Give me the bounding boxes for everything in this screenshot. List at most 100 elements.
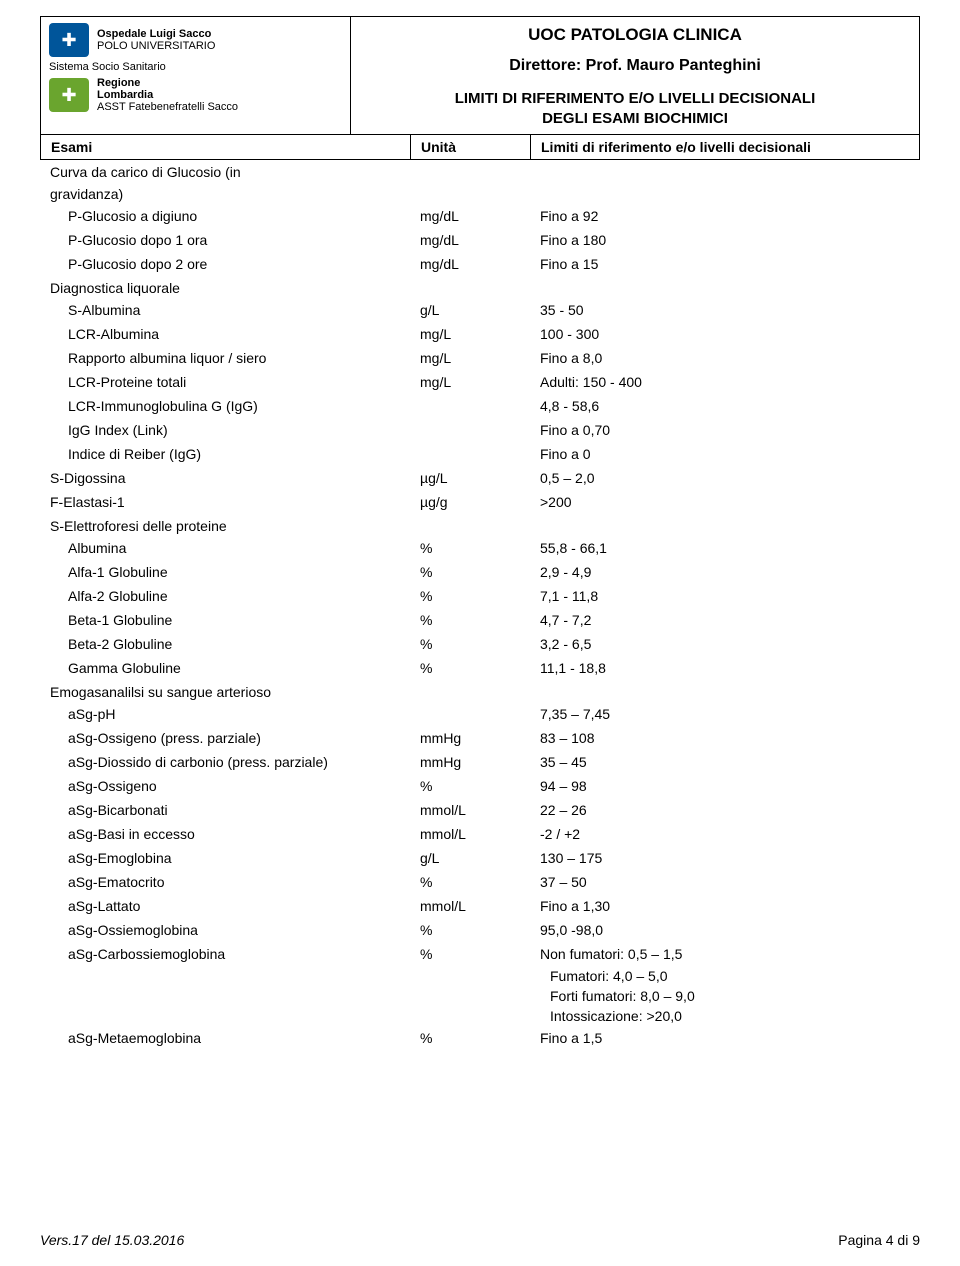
subtitle-line2: DEGLI ESAMI BIOCHIMICI (361, 109, 909, 129)
hospital-logo-row: ✚ Ospedale Luigi Sacco POLO UNIVERSITARI… (49, 23, 342, 57)
table-row: aSg-Ossiemoglobina%95,0 -98,0 (40, 918, 920, 942)
exam-name: aSg-pH (40, 704, 410, 724)
exam-unit: mg/dL (410, 230, 530, 250)
subtitle-line1: LIMITI DI RIFERIMENTO E/O LIVELLI DECISI… (361, 89, 909, 109)
exam-range: 22 – 26 (530, 800, 920, 820)
exam-range: 4,7 - 7,2 (530, 610, 920, 630)
table-row: aSg-Basi in eccessommol/L-2 / +2 (40, 822, 920, 846)
exam-name: Albumina (40, 538, 410, 558)
table-row: aSg-Emoglobinag/L130 – 175 (40, 846, 920, 870)
table-row: Alfa-1 Globuline%2,9 - 4,9 (40, 560, 920, 584)
exam-range: -2 / +2 (530, 824, 920, 844)
table-row: Beta-2 Globuline%3,2 - 6,5 (40, 632, 920, 656)
table-row: Beta-1 Globuline%4,7 - 7,2 (40, 608, 920, 632)
exam-unit: % (410, 872, 530, 892)
exam-range: Fino a 92 (530, 206, 920, 226)
exam-unit: % (410, 634, 530, 654)
exam-name: LCR-Proteine totali (40, 372, 410, 392)
exam-unit: mg/L (410, 324, 530, 344)
table-row: Albumina%55,8 - 66,1 (40, 536, 920, 560)
region-line2: Lombardia (97, 89, 238, 101)
exam-unit: mmol/L (410, 800, 530, 820)
exam-unit: g/L (410, 848, 530, 868)
column-header-row: Esami Unità Limiti di riferimento e/o li… (40, 135, 920, 160)
table-row: aSg-Metaemoglobina%Fino a 1,5 (40, 1026, 920, 1050)
table-row: aSg-pH7,35 – 7,45 (40, 702, 920, 726)
exam-name: Alfa-1 Globuline (40, 562, 410, 582)
exam-range: 35 - 50 (530, 300, 920, 320)
section-row: Diagnostica liquorale (40, 276, 920, 298)
region-text: Regione Lombardia ASST Fatebenefratelli … (97, 77, 238, 113)
exam-name: Indice di Reiber (IgG) (40, 444, 410, 464)
exam-unit: % (410, 538, 530, 558)
exam-unit: % (410, 658, 530, 678)
col-header-unita: Unità (411, 135, 531, 159)
table-row: LCR-Albuminamg/L100 - 300 (40, 322, 920, 346)
hospital-name: Ospedale Luigi Sacco (97, 28, 215, 40)
table-row: aSg-Ossigeno (press. parziale)mmHg83 – 1… (40, 726, 920, 750)
extra-value-line: Forti fumatori: 8,0 – 9,0 (40, 986, 920, 1006)
table-row: Alfa-2 Globuline%7,1 - 11,8 (40, 584, 920, 608)
header-right: UOC PATOLOGIA CLINICA Direttore: Prof. M… (351, 17, 919, 134)
region-line1: Regione (97, 77, 238, 89)
exam-range: Fino a 15 (530, 254, 920, 274)
exam-range: Fino a 1,30 (530, 896, 920, 916)
exam-name: aSg-Diossido di carbonio (press. parzial… (40, 752, 410, 772)
table-row: LCR-Immunoglobulina G (IgG)4,8 - 58,6 (40, 394, 920, 418)
exam-range: Non fumatori: 0,5 – 1,5 (530, 944, 920, 964)
exam-unit: g/L (410, 300, 530, 320)
exam-name: aSg-Bicarbonati (40, 800, 410, 820)
exam-unit: % (410, 562, 530, 582)
page-container: ✚ Ospedale Luigi Sacco POLO UNIVERSITARI… (0, 0, 960, 1266)
region-icon: ✚ (49, 78, 89, 112)
exam-unit: % (410, 1028, 530, 1048)
exam-unit: µg/L (410, 468, 530, 488)
exam-name: aSg-Metaemoglobina (40, 1028, 410, 1048)
exam-range: Fino a 180 (530, 230, 920, 250)
exam-name: S-Digossina (40, 468, 410, 488)
exam-name: P-Glucosio dopo 1 ora (40, 230, 410, 250)
exam-unit (410, 420, 530, 440)
table-row: Rapporto albumina liquor / sieromg/LFino… (40, 346, 920, 370)
exam-range: 100 - 300 (530, 324, 920, 344)
exam-unit (410, 444, 530, 464)
exam-name: aSg-Ematocrito (40, 872, 410, 892)
exam-range: 130 – 175 (530, 848, 920, 868)
asst-line: ASST Fatebenefratelli Sacco (97, 101, 238, 113)
exam-unit: % (410, 776, 530, 796)
col-header-limiti: Limiti di riferimento e/o livelli decisi… (531, 135, 919, 159)
exam-name: F-Elastasi-1 (40, 492, 410, 512)
exam-name: aSg-Basi in eccesso (40, 824, 410, 844)
exam-range: 95,0 -98,0 (530, 920, 920, 940)
page-number: Pagina 4 di 9 (838, 1232, 920, 1248)
table-row: S-Digossinaµg/L0,5 – 2,0 (40, 466, 920, 490)
exam-unit: % (410, 586, 530, 606)
exam-name: Beta-2 Globuline (40, 634, 410, 654)
exam-name: LCR-Albumina (40, 324, 410, 344)
exam-name: Rapporto albumina liquor / siero (40, 348, 410, 368)
exam-unit: mg/L (410, 348, 530, 368)
exam-range: 11,1 - 18,8 (530, 658, 920, 678)
exam-name: aSg-Ossiemoglobina (40, 920, 410, 940)
exam-unit: % (410, 610, 530, 630)
exam-name: aSg-Carbossiemoglobina (40, 944, 410, 964)
exam-range: 55,8 - 66,1 (530, 538, 920, 558)
exam-unit: mmHg (410, 728, 530, 748)
table-row: aSg-Bicarbonatimmol/L22 – 26 (40, 798, 920, 822)
page-footer: Vers.17 del 15.03.2016 Pagina 4 di 9 (40, 1232, 920, 1248)
extra-value-line: Fumatori: 4,0 – 5,0 (40, 966, 920, 986)
exam-unit: % (410, 944, 530, 964)
exam-range: 7,1 - 11,8 (530, 586, 920, 606)
exam-range: Fino a 1,5 (530, 1028, 920, 1048)
col-header-esami: Esami (41, 135, 411, 159)
exam-range: 94 – 98 (530, 776, 920, 796)
hospital-subtitle: POLO UNIVERSITARIO (97, 40, 215, 52)
table-row: aSg-Lattatommol/LFino a 1,30 (40, 894, 920, 918)
table-row: LCR-Proteine totalimg/LAdulti: 150 - 400 (40, 370, 920, 394)
director-line: Direttore: Prof. Mauro Panteghini (361, 57, 909, 75)
table-row: F-Elastasi-1µg/g>200 (40, 490, 920, 514)
section-row: Curva da carico di Glucosio (in (40, 160, 920, 182)
exam-range: 0,5 – 2,0 (530, 468, 920, 488)
exam-name: P-Glucosio a digiuno (40, 206, 410, 226)
hospital-text: Ospedale Luigi Sacco POLO UNIVERSITARIO (97, 28, 215, 52)
